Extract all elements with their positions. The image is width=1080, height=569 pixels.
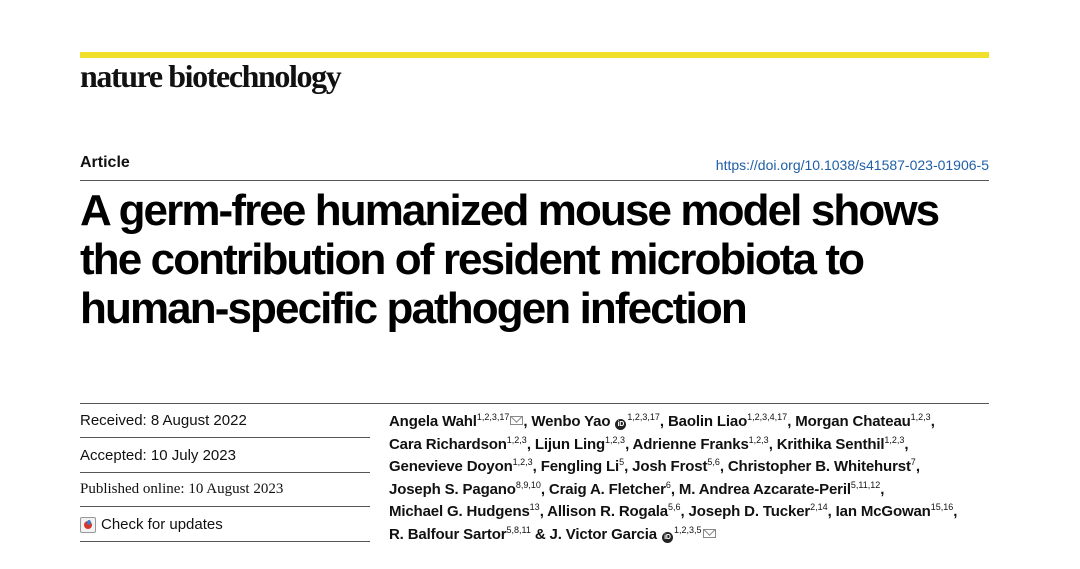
affiliation-numbers[interactable]: 5: [619, 457, 625, 467]
author-name[interactable]: Josh Frost: [632, 458, 708, 475]
author-name[interactable]: Baolin Liao: [667, 413, 748, 430]
article-title: A germ-free humanized mouse model shows …: [80, 186, 1000, 333]
affiliation-numbers[interactable]: 8,9,10: [515, 479, 541, 490]
journal-name[interactable]: nature biotechnology: [80, 58, 342, 94]
author-name[interactable]: Krithika Senthil: [776, 435, 885, 453]
author-name[interactable]: Lijun Ling: [534, 435, 606, 453]
author-separator: ,: [904, 435, 909, 453]
author-name[interactable]: Cara Richardson: [389, 435, 507, 453]
author-separator: &: [530, 525, 550, 543]
accepted-date: Accepted: 10 July 2023: [80, 447, 236, 464]
author-name[interactable]: Craig A. Fletcher: [548, 480, 666, 498]
affiliation-numbers[interactable]: 1,2,3,17: [476, 412, 510, 422]
affiliation-numbers[interactable]: 1,2,3: [506, 434, 527, 445]
date-divider: [80, 506, 370, 507]
affiliation-numbers[interactable]: 5,8,11: [506, 524, 531, 535]
affiliation-numbers[interactable]: 2,14: [810, 502, 828, 512]
affiliation-numbers[interactable]: 1,2,3,4,17: [747, 412, 788, 422]
journal-accent-bar: [80, 52, 989, 58]
affiliation-numbers[interactable]: 1,2,3,5: [673, 524, 702, 535]
affiliation-numbers[interactable]: 5,6: [707, 457, 720, 467]
author-name[interactable]: Joseph D. Tucker: [688, 503, 811, 520]
author-separator: ,: [540, 480, 549, 498]
author-separator: ,: [930, 413, 935, 430]
date-divider: [80, 541, 370, 542]
author-separator: ,: [768, 435, 777, 453]
check-updates-button[interactable]: Check for updates: [80, 516, 223, 533]
affiliation-numbers[interactable]: 1,2,3,17: [627, 412, 660, 422]
header-divider: [80, 180, 989, 181]
author-name[interactable]: Genevieve Doyon: [389, 458, 513, 475]
author-name[interactable]: Fengling Li: [540, 458, 620, 475]
author-line: Genevieve Doyon1,2,3, Fengling Li5, Josh…: [389, 456, 1009, 479]
author-separator: ,: [827, 503, 836, 520]
doi-link[interactable]: https://doi.org/10.1038/s41587-023-01906…: [715, 157, 989, 173]
affiliation-numbers[interactable]: 15,16: [930, 502, 954, 512]
published-date: Published online: 10 August 2023: [80, 481, 284, 497]
author-separator: ,: [659, 413, 668, 430]
author-line: Joseph S. Pagano8,9,10, Craig A. Fletche…: [389, 479, 1009, 502]
received-date: Received: 8 August 2022: [80, 412, 247, 429]
author-name[interactable]: Joseph S. Pagano: [389, 480, 516, 498]
author-name[interactable]: Angela Wahl: [389, 413, 477, 430]
author-line: Michael G. Hudgens13, Allison R. Rogala5…: [389, 501, 1009, 524]
author-separator: ,: [953, 503, 958, 520]
check-for-updates-icon: [80, 516, 96, 533]
author-name[interactable]: M. Andrea Azcarate-Peril: [678, 480, 851, 498]
affiliation-numbers[interactable]: 13: [529, 502, 540, 512]
author-separator: ,: [523, 413, 532, 430]
author-line: Angela Wahl1,2,3,17, Wenbo Yao iD1,2,3,1…: [389, 411, 1009, 434]
check-updates-label: Check for updates: [101, 516, 223, 533]
email-icon[interactable]: [510, 416, 524, 425]
affiliation-numbers[interactable]: 1,2,3: [884, 434, 905, 445]
email-icon[interactable]: [702, 528, 716, 538]
orcid-icon[interactable]: iD: [661, 531, 673, 543]
section-divider: [80, 403, 989, 404]
author-name[interactable]: Christopher B. Whitehurst: [727, 458, 911, 475]
author-name[interactable]: Wenbo Yao: [531, 413, 611, 430]
author-separator: ,: [624, 458, 633, 475]
author-name[interactable]: J. Victor Garcia: [549, 525, 658, 543]
date-divider: [80, 472, 370, 473]
title-line: human-specific pathogen infection: [80, 284, 748, 333]
author-separator: ,: [787, 413, 796, 430]
affiliation-numbers[interactable]: 7: [910, 457, 916, 467]
affiliation-numbers[interactable]: 1,2,3: [512, 457, 533, 467]
author-name[interactable]: Adrienne Franks: [632, 435, 749, 453]
author-list: Angela Wahl1,2,3,17, Wenbo Yao iD1,2,3,1…: [389, 411, 1009, 546]
author-separator: ,: [625, 435, 633, 453]
author-name[interactable]: Morgan Chateau: [795, 413, 911, 430]
author-separator: ,: [539, 503, 548, 520]
author-name[interactable]: Allison R. Rogala: [547, 503, 668, 520]
author-separator: ,: [915, 458, 920, 475]
date-divider: [80, 437, 370, 438]
article-type: Article: [80, 154, 130, 171]
affiliation-numbers[interactable]: 1,2,3: [910, 412, 931, 422]
author-separator: ,: [880, 480, 885, 498]
author-separator: ,: [680, 503, 689, 520]
orcid-icon[interactable]: iD: [615, 419, 627, 430]
affiliation-numbers[interactable]: 1,2,3: [748, 434, 769, 445]
author-separator: ,: [670, 480, 679, 498]
author-name[interactable]: Ian McGowan: [835, 503, 931, 520]
title-line: A germ-free humanized mouse model shows: [80, 186, 940, 235]
title-line: the contribution of resident microbiota …: [80, 235, 865, 284]
affiliation-numbers[interactable]: 5,6: [667, 502, 681, 512]
author-name[interactable]: Michael G. Hudgens: [389, 503, 530, 520]
author-separator: ,: [526, 435, 535, 453]
author-line: Cara Richardson1,2,3, Lijun Ling1,2,3, A…: [389, 434, 1009, 457]
affiliation-numbers[interactable]: 6: [665, 479, 671, 490]
affiliation-numbers[interactable]: 1,2,3: [605, 434, 626, 445]
author-separator: ,: [532, 458, 541, 475]
author-name[interactable]: R. Balfour Sartor: [389, 525, 507, 543]
affiliation-numbers[interactable]: 5,11,12: [850, 479, 881, 490]
author-line: R. Balfour Sartor5,8,11 & J. Victor Garc…: [389, 524, 1009, 547]
author-separator: ,: [719, 458, 728, 475]
